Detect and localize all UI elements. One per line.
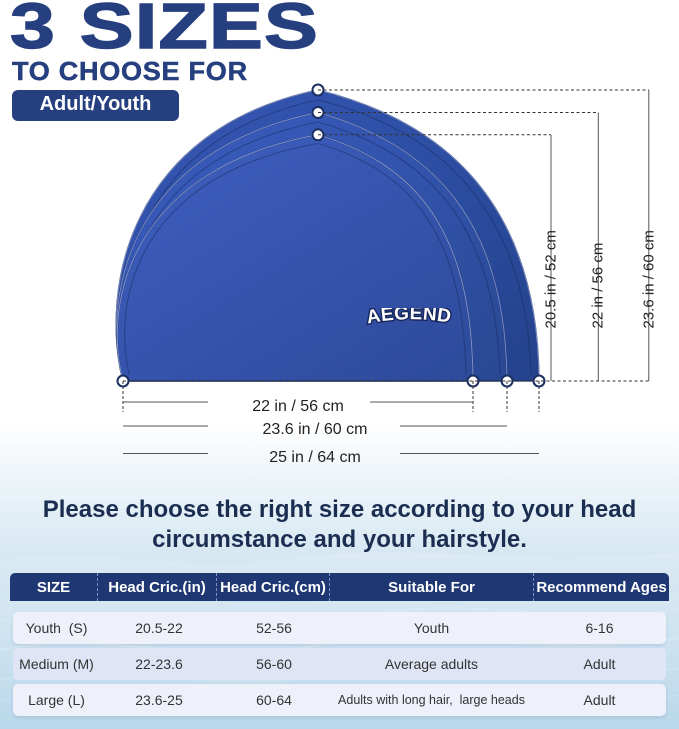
svg-text:AEGEND: AEGEND xyxy=(365,308,453,328)
